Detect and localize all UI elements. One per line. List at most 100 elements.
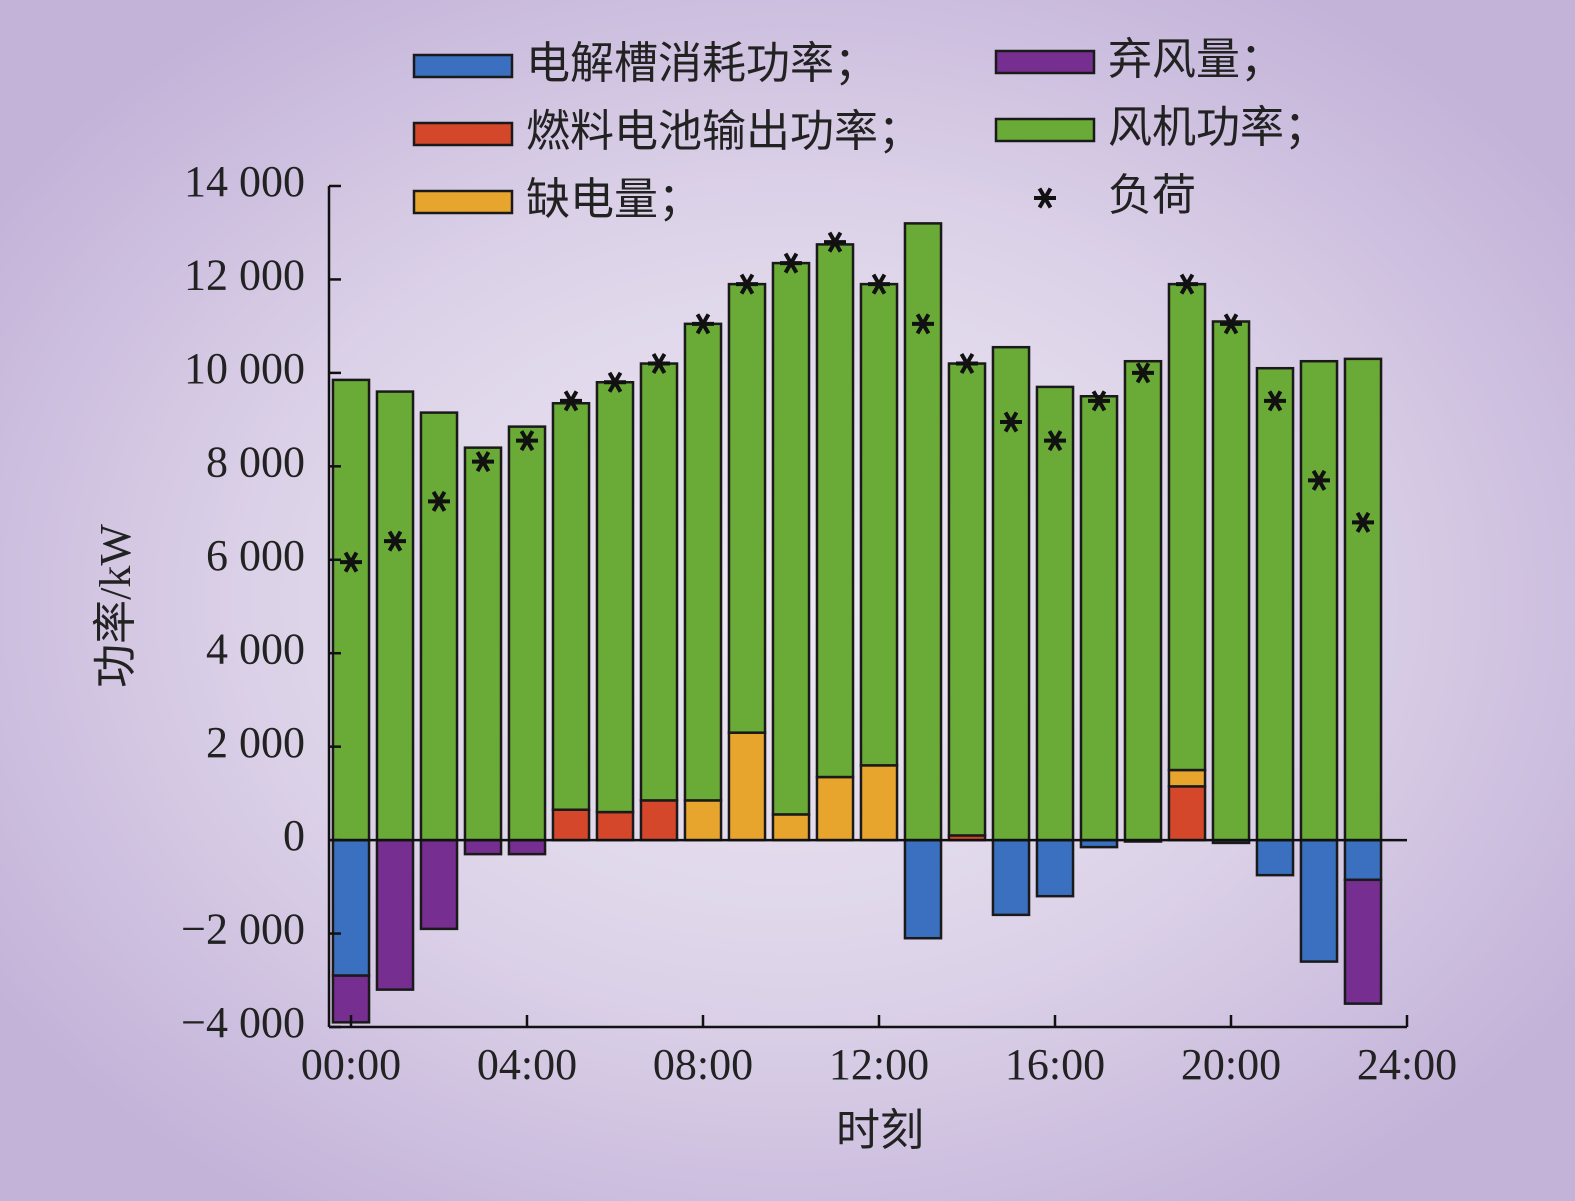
y-tick-label: −2 000 [181,905,305,954]
bar-segment [463,838,503,856]
load-marker [1000,411,1022,433]
bar-segment [1079,395,1119,842]
x-tick-label: 00:00 [301,1040,401,1089]
bar-segment [859,764,899,842]
y-tick-label: 10 000 [184,344,305,393]
bar-segment [1343,357,1383,842]
y-tick-label: −4 000 [181,998,305,1047]
x-tick-label: 04:00 [477,1040,577,1089]
bar-segment [1035,838,1075,898]
load-marker [824,231,846,253]
bar-segment [595,380,635,814]
bar-segment [1343,838,1383,882]
load-marker [868,273,890,295]
y-tick-label: 6 000 [206,531,305,580]
bar-segment [1299,838,1339,963]
bar-segment [903,222,943,842]
load-marker [1088,390,1110,412]
legend-label: 缺电量； [526,175,702,224]
y-axis-label: 功率/kW [91,524,140,688]
load-marker [780,252,802,274]
bar-segment [1211,320,1251,842]
load-marker [912,313,934,335]
bar-segment [947,362,987,837]
bar-segment [419,838,459,931]
bar-segment [991,345,1031,842]
bar-segment [727,731,767,842]
load-marker [1176,273,1198,295]
load-marker [692,313,714,335]
legend-label: 弃风量； [1108,35,1284,84]
load-marker [472,451,494,473]
bar-segment [991,838,1031,917]
load-marker [1264,390,1286,412]
bar-segment [771,261,811,816]
load-marker [648,353,670,375]
load-marker [1132,362,1154,384]
legend-swatch [994,117,1096,143]
bar-segment [815,243,855,779]
legend-label: 负荷 [1108,171,1196,220]
load-marker [736,273,758,295]
bar-segment [551,808,591,842]
bar-segment [1255,366,1295,842]
x-tick-label: 12:00 [829,1040,929,1089]
legend-label: 燃料电池输出功率； [526,107,922,156]
y-tick-label: 0 [283,811,305,860]
y-tick-label: 4 000 [206,624,305,673]
load-marker [516,430,538,452]
load-marker [604,371,626,393]
load-marker [956,353,978,375]
x-tick-label: 16:00 [1005,1040,1105,1089]
legend-label: 电解槽消耗功率； [526,39,878,88]
legend-swatch [412,53,514,79]
bar-segment [331,974,371,1024]
bar-segment [639,362,679,802]
legend-marker [1034,187,1056,209]
bar-segment [859,282,899,767]
y-tick-label: 8 000 [206,437,305,486]
plot-area: −4 000 −2 000 0 2 000 4 000 6 000 8 000 10 000 1… [181,157,1457,1089]
x-tick-label: 08:00 [653,1040,753,1089]
legend-swatch [994,49,1096,75]
load-marker [560,390,582,412]
load-marker [1308,469,1330,491]
bar-segment [1299,359,1339,842]
y-tick-label: 12 000 [184,251,305,300]
bar-segment [1167,768,1207,788]
bar-segment [639,799,679,842]
bar-segment [1343,878,1383,1005]
legend-swatch [412,121,514,147]
bar-segment [683,799,723,842]
bar-segment [463,446,503,842]
bar-segment [727,282,767,734]
bar-segment [331,838,371,977]
load-marker [1044,430,1066,452]
load-marker [428,490,450,512]
bar-segment [375,838,415,991]
bar-segment [1167,282,1207,772]
legend: 电解槽消耗功率； 燃料电池输出功率； 缺电量； 弃风量； 风机功率； 负荷 [412,35,1328,224]
bar-segment [375,390,415,842]
bar-segment [551,402,591,811]
load-marker [340,551,362,573]
bar-segment [1255,838,1295,877]
legend-swatch [412,189,514,215]
bar-segment [903,838,943,940]
y-tick-label: 2 000 [206,718,305,767]
bar-segment [771,813,811,842]
y-tick-label: 14 000 [184,157,305,206]
legend-label: 风机功率； [1108,103,1328,152]
bar-segment [683,322,723,802]
bar-segment [507,838,547,856]
bar-segment [1035,385,1075,842]
x-axis-label: 时刻 [836,1106,924,1155]
bar-segment [507,425,547,842]
bar-segment [1167,785,1207,842]
bar-segment [815,775,855,842]
load-marker [384,530,406,552]
bar-segment [1123,359,1163,842]
bar-segment [419,411,459,842]
x-tick-label: 20:00 [1181,1040,1281,1089]
